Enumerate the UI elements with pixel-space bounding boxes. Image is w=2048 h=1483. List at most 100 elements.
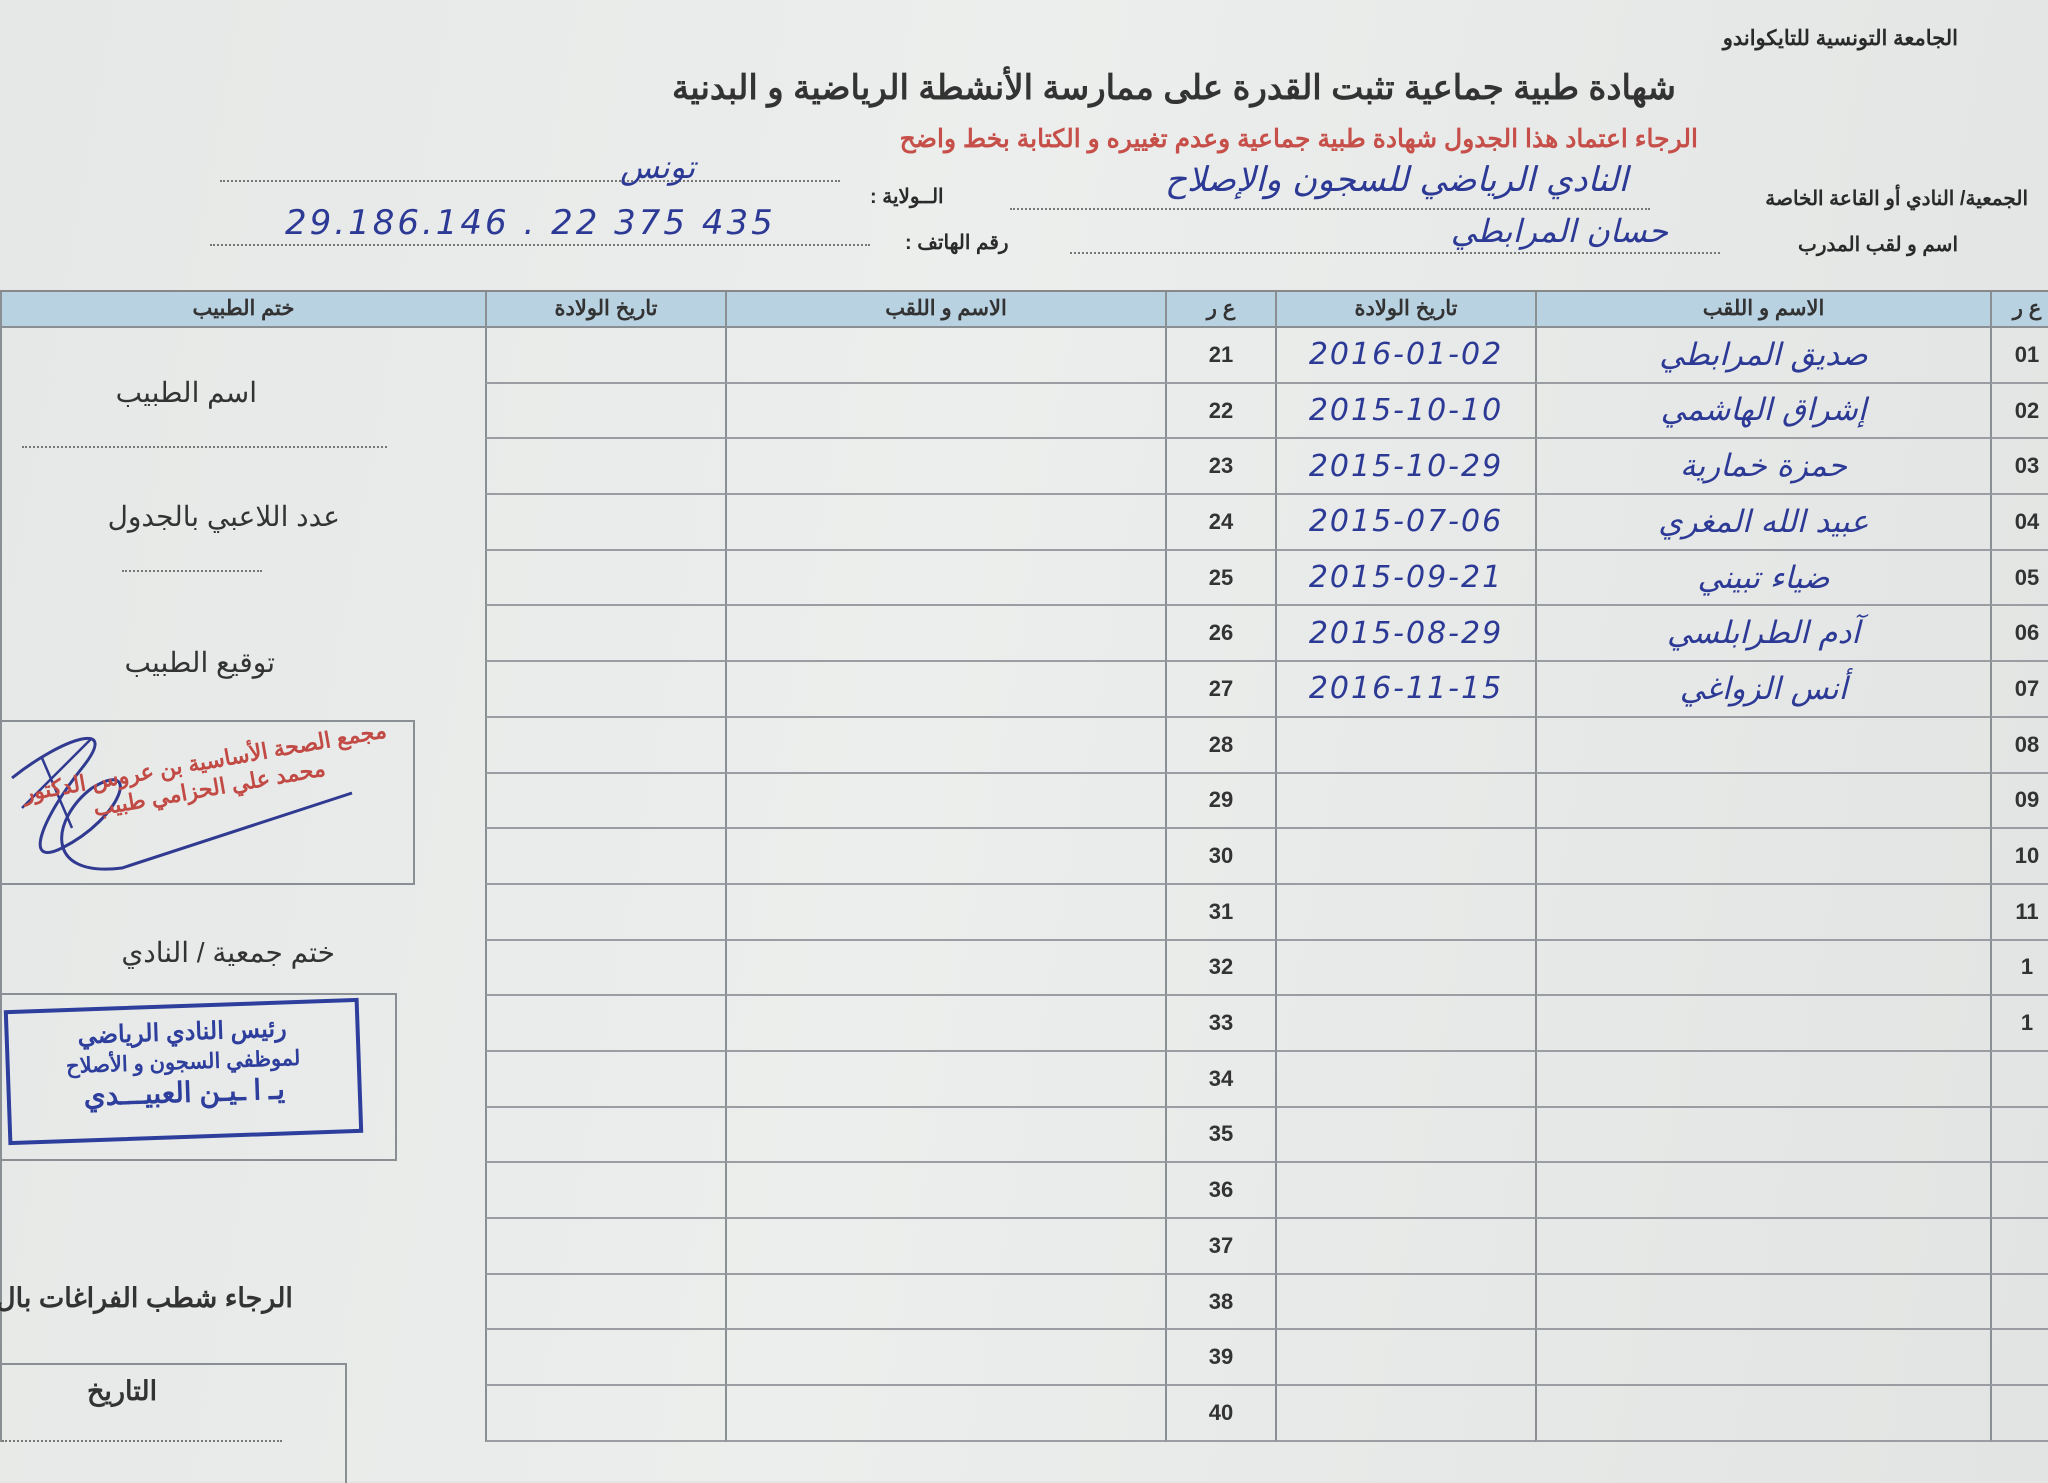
cell-number xyxy=(1990,1051,2048,1108)
cell-number: 1 xyxy=(1990,940,2048,997)
cell-dob-text: 2015-10-10 xyxy=(1308,393,1504,429)
cell-dob xyxy=(1275,829,1535,885)
cell-dob xyxy=(1275,1163,1535,1219)
cell-number-2: 27 xyxy=(1165,662,1275,718)
cell-number-2-text: 24 xyxy=(1208,508,1234,534)
cell-dob-2 xyxy=(485,662,725,718)
cell-dob-text: 2015-08-29 xyxy=(1308,615,1504,651)
cell-number-2: 34 xyxy=(1165,1051,1275,1108)
cell-number-2: 23 xyxy=(1165,439,1275,496)
cell-number-2: 35 xyxy=(1165,1107,1275,1164)
cell-name-2 xyxy=(725,550,1165,607)
cell-name xyxy=(1535,1051,1990,1108)
players-table: ع ر الاسم و اللقب تاريخ الولادة ع ر الاس… xyxy=(0,290,2048,1483)
cell-number-2: 36 xyxy=(1165,1163,1275,1219)
cell-name xyxy=(1535,884,1990,941)
cell-dob-text: 2016-01-02 xyxy=(1308,337,1504,373)
cell-number-text: 01 xyxy=(2014,341,2040,367)
cell-name-2 xyxy=(725,1163,1165,1219)
cell-name: صديق المرابطي xyxy=(1535,328,1990,384)
header-number: ع ر xyxy=(1990,292,2048,328)
cell-name-2 xyxy=(725,439,1165,496)
federation-name: الجامعة التونسية للتايكواندو xyxy=(1722,27,1958,50)
cell-dob xyxy=(1275,1219,1535,1275)
cell-dob xyxy=(1275,884,1535,941)
cell-dob-2 xyxy=(485,1274,725,1331)
cell-name-text: أنس الزواغي xyxy=(1679,670,1848,707)
cell-number-2-text: 31 xyxy=(1208,898,1234,924)
cell-number: 07 xyxy=(1990,662,2048,718)
cell-name xyxy=(1535,1274,1990,1331)
cell-name-2 xyxy=(725,829,1165,885)
cell-number-2-text: 30 xyxy=(1208,843,1234,869)
cell-number-2-text: 27 xyxy=(1208,675,1234,701)
cell-number-text: 09 xyxy=(2014,787,2040,813)
cell-number-2-text: 29 xyxy=(1208,787,1234,813)
cell-name-2 xyxy=(725,773,1165,830)
cell-name: إشراق الهاشمي xyxy=(1535,383,1990,440)
cell-name-2 xyxy=(725,940,1165,997)
cell-dob-2 xyxy=(485,495,725,551)
header-dob-2: تاريخ الولادة xyxy=(485,292,725,328)
cell-dob xyxy=(1275,1386,1535,1442)
region-label: الــولاية : xyxy=(870,186,944,208)
cell-number xyxy=(1990,1107,2048,1164)
cell-dob xyxy=(1275,1051,1535,1108)
cell-number: 05 xyxy=(1990,550,2048,607)
cell-number: 11 xyxy=(1990,884,2048,941)
cell-dob: 2015-10-10 xyxy=(1275,383,1535,440)
club-stamp-label: ختم جمعية / النادي xyxy=(121,937,335,968)
players-count-dots xyxy=(122,570,262,572)
cell-number-2: 31 xyxy=(1165,884,1275,941)
phone-value: 29.186.146 . 22 375 435 xyxy=(285,203,776,243)
cell-number-text: 02 xyxy=(2014,397,2040,423)
cell-name-2 xyxy=(725,606,1165,663)
cell-number-text: 03 xyxy=(2014,453,2040,479)
cell-number-text: 06 xyxy=(2014,620,2040,646)
instruction-note: الرجاء اعتماد هذا الجدول شهادة طبية جماع… xyxy=(899,125,1698,153)
cell-dob: 2015-07-06 xyxy=(1275,495,1535,551)
cell-dob-text: 2016-11-15 xyxy=(1308,671,1504,707)
cell-name-2 xyxy=(725,884,1165,941)
cell-dob xyxy=(1275,717,1535,774)
cell-name-2 xyxy=(725,717,1165,774)
cell-number-2: 40 xyxy=(1165,1386,1275,1442)
cell-number-2: 28 xyxy=(1165,717,1275,774)
cell-number: 08 xyxy=(1990,717,2048,774)
cell-number-2: 37 xyxy=(1165,1219,1275,1275)
cell-number xyxy=(1990,1219,2048,1275)
region-dots xyxy=(220,180,840,182)
cell-dob-text: 2015-10-29 xyxy=(1308,448,1504,484)
cell-dob-2 xyxy=(485,940,725,997)
cell-dob-2 xyxy=(485,829,725,885)
cell-number-text: 11 xyxy=(2015,898,2039,924)
cell-dob-2 xyxy=(485,884,725,941)
cell-number xyxy=(1990,1163,2048,1219)
cell-number-text: 08 xyxy=(2014,731,2040,757)
club-stamp-box xyxy=(0,993,397,1161)
cell-number: 02 xyxy=(1990,383,2048,440)
club-dots xyxy=(1010,208,1650,210)
cell-name-2 xyxy=(725,1219,1165,1275)
cell-dob: 2015-08-29 xyxy=(1275,606,1535,663)
cell-number-text: 07 xyxy=(2014,675,2040,701)
cell-number-text: 04 xyxy=(2014,508,2040,534)
cell-dob-2 xyxy=(485,1330,725,1387)
cell-number xyxy=(1990,1386,2048,1442)
doctor-stamp-box xyxy=(0,720,415,885)
cell-name: آدم الطرابلسي xyxy=(1535,606,1990,663)
header-dob: تاريخ الولادة xyxy=(1275,292,1535,328)
players-count-label: عدد اللاعبي بالجدول xyxy=(107,501,340,532)
cell-dob-2 xyxy=(485,550,725,607)
cell-number-2-text: 37 xyxy=(1208,1232,1234,1258)
coach-label: اسم و لقب المدرب xyxy=(1798,234,1958,256)
header-name-2: الاسم و اللقب xyxy=(725,292,1165,328)
cell-dob-2 xyxy=(485,1386,725,1442)
date-dots xyxy=(2,1440,282,1442)
cell-number: 04 xyxy=(1990,495,2048,551)
cell-number-2-text: 38 xyxy=(1208,1288,1234,1314)
doctor-signature xyxy=(11,736,353,871)
cell-dob: 2016-11-15 xyxy=(1275,662,1535,718)
cell-number-2: 26 xyxy=(1165,606,1275,663)
cell-name-2 xyxy=(725,1107,1165,1164)
